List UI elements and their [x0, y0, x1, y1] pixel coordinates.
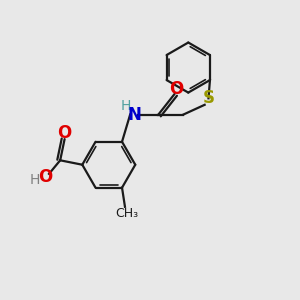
- Text: H: H: [30, 173, 40, 187]
- Text: O: O: [38, 168, 52, 186]
- Text: H: H: [121, 99, 131, 113]
- Text: N: N: [127, 106, 141, 124]
- Text: O: O: [169, 80, 183, 98]
- Text: S: S: [202, 89, 214, 107]
- Text: O: O: [58, 124, 72, 142]
- Text: CH₃: CH₃: [115, 207, 138, 220]
